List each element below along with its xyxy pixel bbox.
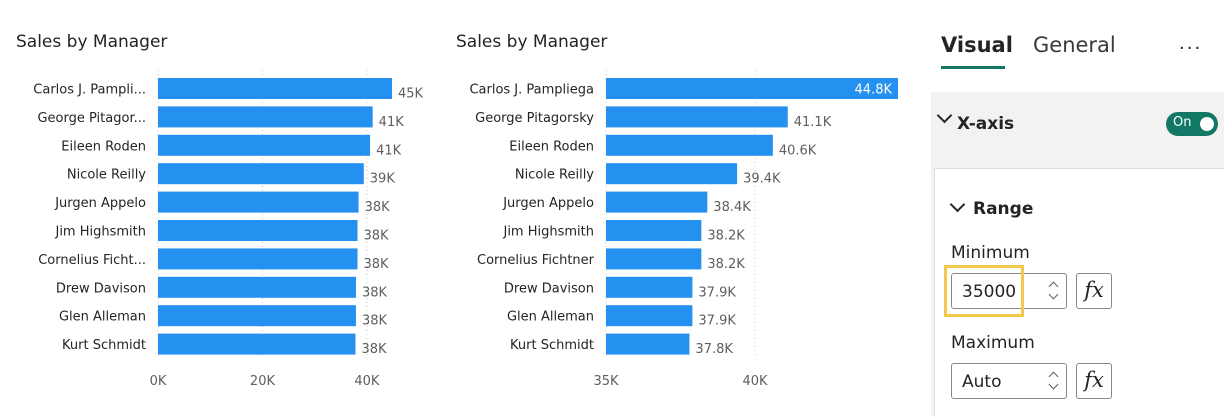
data-label: 37.8K: [695, 342, 733, 357]
x-tick-label: 40K: [742, 374, 768, 389]
data-label: 38.2K: [707, 229, 745, 244]
bar: [158, 134, 371, 156]
chart-right[interactable]: Sales by Manager 35K 40K Carlos J. Pamplie…: [440, 0, 920, 416]
category-label: George Pitagor...: [37, 111, 146, 126]
bar: [158, 191, 359, 213]
toggle-knob: [1200, 117, 1214, 131]
more-options-button[interactable]: ...: [1179, 33, 1203, 54]
category-label: Kurt Schmidt: [62, 338, 146, 353]
category-label: Jurgen Appelo: [54, 196, 146, 211]
data-label: 38.4K: [713, 200, 751, 215]
bar: [158, 333, 356, 355]
fx-button[interactable]: fx: [1076, 273, 1112, 309]
bar: [606, 248, 702, 270]
x-tick-label: 0K: [150, 374, 167, 389]
bar: [606, 191, 708, 213]
minimum-value[interactable]: 35000: [962, 282, 1017, 302]
bar: [606, 163, 738, 185]
bar: [158, 248, 358, 270]
bar: [158, 220, 358, 241]
data-label: 40.6K: [779, 143, 817, 158]
data-label: 41K: [376, 143, 402, 158]
category-label: George Pitagorsky: [475, 111, 594, 126]
bar: [606, 106, 788, 128]
bar-chart-svg: 0K 20K 40K Carlos J. Pampli... 45K George Pit…: [33, 70, 424, 389]
minimum-spinbox[interactable]: 35000: [951, 273, 1067, 309]
data-label: 45K: [398, 87, 424, 102]
range-label[interactable]: Range: [973, 199, 1034, 219]
active-tab-indicator: [941, 66, 1005, 69]
range-card: Range Minimum 35000 fx Maximum Auto fx: [934, 168, 1224, 417]
category-label: Jurgen Appelo: [502, 196, 594, 211]
chevron-down-icon: [936, 107, 953, 124]
category-label: Eileen Roden: [61, 139, 146, 154]
category-label: Cornelius Fichtner: [477, 253, 595, 268]
xaxis-section-header[interactable]: X-axis On: [931, 92, 1224, 152]
chart-title: Sales by Manager: [456, 32, 608, 52]
maximum-spinbox[interactable]: Auto: [951, 363, 1067, 399]
spin-arrows[interactable]: [1044, 274, 1066, 308]
data-label: 39K: [370, 172, 396, 187]
x-tick-label: 40K: [354, 374, 380, 389]
category-label: Carlos J. Pampli...: [33, 83, 146, 98]
data-label: 37.9K: [698, 314, 736, 329]
chart-left[interactable]: Sales by Manager 0K 20K 40K Carlos J. Pampl…: [0, 0, 440, 416]
data-label: 41.1K: [794, 115, 832, 130]
bar: [158, 276, 356, 298]
bar: [158, 305, 356, 327]
data-label: 38K: [364, 229, 390, 244]
bar: [158, 106, 373, 128]
fx-button[interactable]: fx: [1076, 363, 1112, 399]
data-label: 38K: [362, 314, 388, 329]
tab-visual[interactable]: Visual: [941, 33, 1013, 57]
chart-title: Sales by Manager: [16, 32, 168, 52]
category-label: Nicole Reilly: [515, 168, 594, 183]
data-label: 38K: [361, 342, 387, 357]
tab-general[interactable]: General: [1033, 33, 1116, 57]
highlight-box: [944, 265, 1024, 317]
maximum-label: Maximum: [951, 333, 1035, 353]
data-label: 38.2K: [707, 257, 745, 272]
bar: [606, 134, 773, 156]
xaxis-toggle[interactable]: On: [1166, 112, 1218, 136]
xaxis-label: X-axis: [957, 114, 1015, 134]
category-label: Kurt Schmidt: [510, 338, 594, 353]
x-tick-label: 35K: [593, 374, 619, 389]
chevron-down-icon[interactable]: [949, 196, 966, 213]
bar: [606, 78, 898, 99]
bar: [606, 333, 690, 355]
category-label: Glen Alleman: [59, 310, 146, 325]
chevron-down-icon[interactable]: [1048, 379, 1059, 390]
maximum-value[interactable]: Auto: [962, 372, 1002, 392]
category-label: Jim Highsmith: [54, 225, 146, 240]
category-label: Nicole Reilly: [67, 168, 146, 183]
bar-chart-svg: 35K 40K Carlos J. Pampliega 44.8K George Pit…: [469, 70, 898, 389]
bar: [606, 276, 693, 298]
bar: [606, 220, 702, 241]
pane-tabs: Visual General ...: [931, 0, 1224, 92]
x-tick-label: 20K: [250, 374, 276, 389]
data-label: 38K: [365, 200, 391, 215]
category-label: Glen Alleman: [507, 310, 594, 325]
category-label: Drew Davison: [504, 281, 594, 296]
data-label: 37.9K: [698, 285, 736, 300]
format-pane: Visual General ... X-axis On Range Minim…: [931, 0, 1224, 417]
data-label: 38K: [362, 285, 388, 300]
category-label: Eileen Roden: [509, 139, 594, 154]
bar: [158, 78, 392, 99]
data-label: 41K: [379, 115, 405, 130]
chevron-down-icon[interactable]: [1048, 289, 1059, 300]
bar: [606, 305, 693, 327]
category-label: Jim Highsmith: [502, 225, 594, 240]
category-label: Drew Davison: [56, 281, 146, 296]
category-label: Carlos J. Pampliega: [469, 83, 594, 98]
data-label: 44.8K: [855, 83, 893, 98]
toggle-label: On: [1173, 115, 1192, 130]
category-label: Cornelius Ficht...: [38, 253, 146, 268]
spin-arrows[interactable]: [1044, 364, 1066, 398]
minimum-label: Minimum: [951, 243, 1030, 263]
data-label: 38K: [364, 257, 390, 272]
bar: [158, 163, 364, 185]
data-label: 39.4K: [743, 172, 781, 187]
